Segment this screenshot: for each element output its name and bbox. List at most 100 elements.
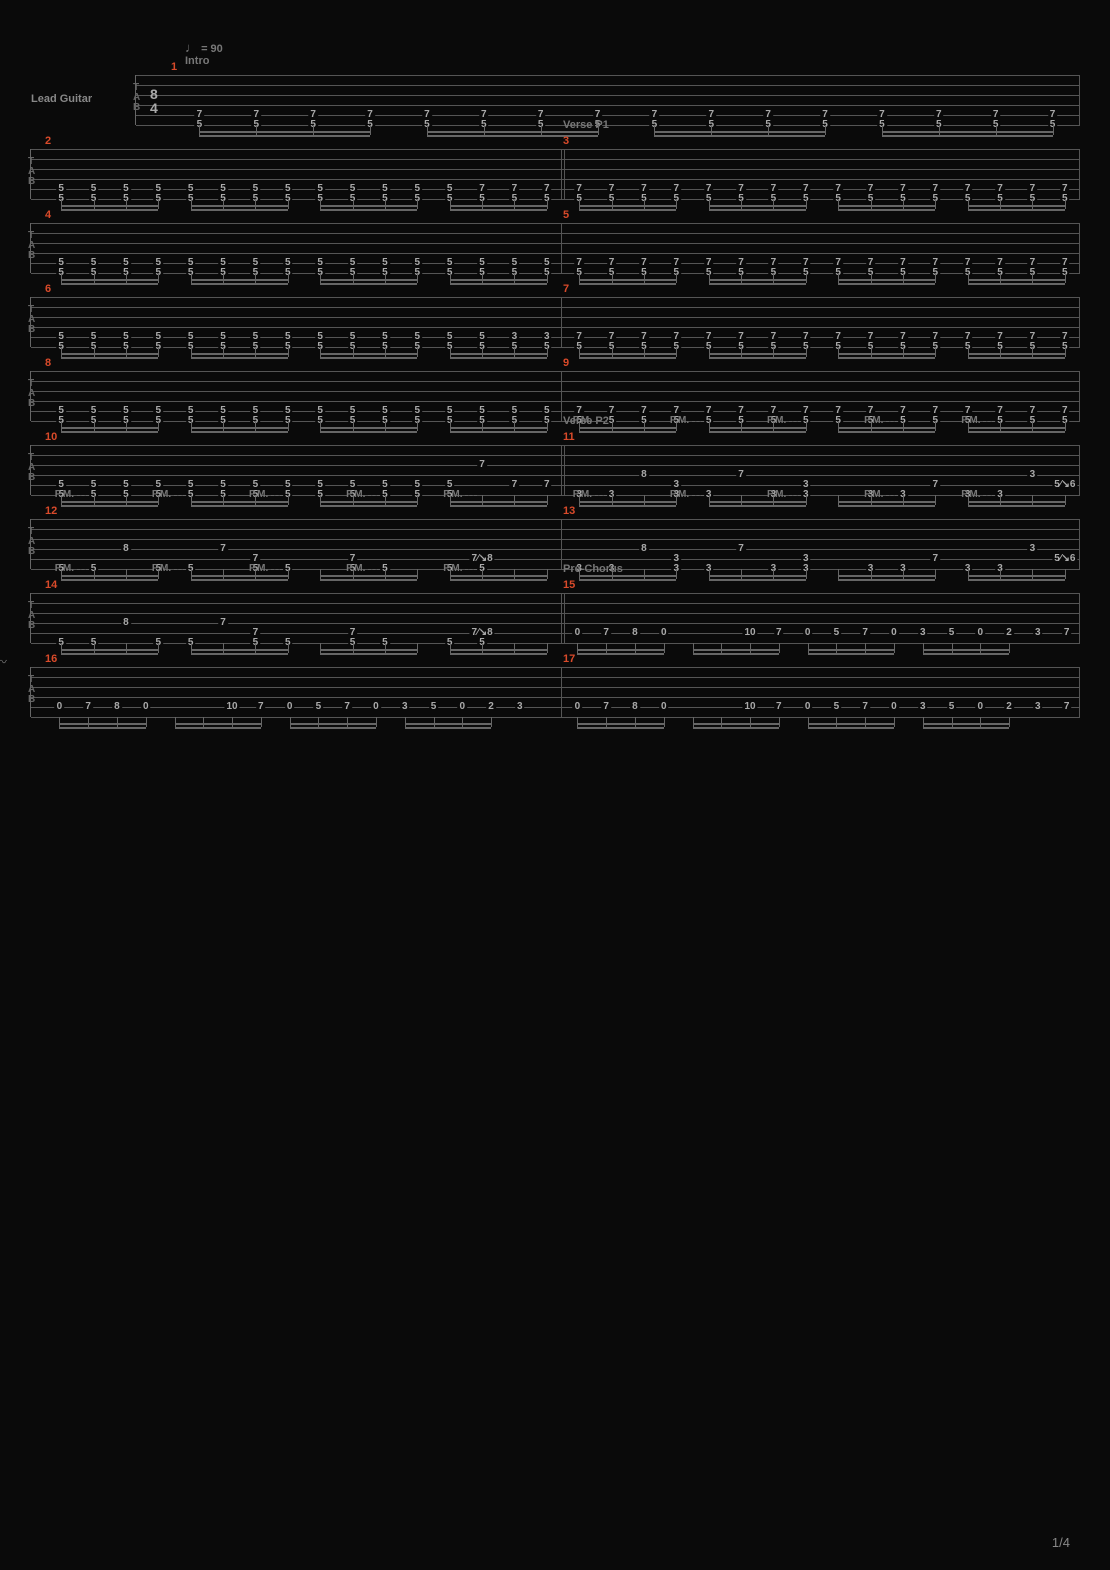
staff-system: TAB16〰〰〰07801070570350231707801070570350… <box>30 667 1080 717</box>
barline <box>561 445 562 495</box>
tab-note: 0 <box>975 702 985 712</box>
tab-clef: TAB <box>28 157 35 187</box>
tempo-marking: ♩ = 90 <box>185 40 1080 55</box>
staff-system: TAB4555555555555555555555555555555555777… <box>30 223 1080 273</box>
tab-note: 8 <box>121 544 131 554</box>
tab-note: 3 <box>1033 628 1043 638</box>
palm-mute-marking: P.M. <box>961 489 980 500</box>
beam-group <box>31 723 1080 741</box>
palm-mute-marking: P.M. <box>152 489 171 500</box>
tab-note: 8 <box>112 702 122 712</box>
tab-note: 7 <box>218 618 228 628</box>
tab-note: 7 <box>931 554 941 564</box>
barline <box>1079 223 1080 273</box>
staff-system: TAB6555555555555553355555555555555557777… <box>30 297 1080 347</box>
tab-note: 7 <box>83 702 93 712</box>
tab-note: 0 <box>803 702 813 712</box>
tab-note: 0 <box>803 628 813 638</box>
barline <box>1079 149 1080 199</box>
tab-note: 5 <box>947 628 957 638</box>
tab-note: 5⁄↘6 <box>1052 554 1077 564</box>
tab-note: 0 <box>573 628 583 638</box>
tab-clef: TAB <box>28 305 35 335</box>
vibrato-marking: 〰〰〰 <box>0 653 5 670</box>
barline <box>561 223 562 273</box>
palm-mute-marking: P.M. <box>573 415 592 426</box>
tab-note: 0 <box>659 628 669 638</box>
tab-note: 3 <box>1028 544 1038 554</box>
bar-number: 3 <box>563 135 569 147</box>
tab-note: 10 <box>742 702 757 712</box>
bar-number: 4 <box>45 209 51 221</box>
tab-clef: TAB <box>28 675 35 705</box>
instrument-label: Lead Guitar <box>31 93 92 105</box>
beam-group <box>31 205 1080 223</box>
section-label: Verse P1 <box>563 119 609 131</box>
tab-note: 7 <box>477 460 487 470</box>
tab-note: 7 <box>860 628 870 638</box>
staff-system: TAB2555555555555577755555555555555553Ver… <box>30 149 1080 199</box>
palm-mute-marking: P.M. <box>573 489 592 500</box>
staff-system: TAB8555555555555555555555555555555559777… <box>30 371 1080 421</box>
tab-note: 0 <box>285 702 295 712</box>
tab-note: 7 <box>736 470 746 480</box>
palm-mute-marking: P.M. <box>961 415 980 426</box>
tab-note: 7 <box>860 702 870 712</box>
palm-mute-marking: P.M. <box>670 489 689 500</box>
beam-group <box>136 131 1080 149</box>
tab-note: 0 <box>659 702 669 712</box>
tab-note: 8 <box>639 544 649 554</box>
palm-mute-marking: P.M. <box>767 415 786 426</box>
barline <box>561 371 562 421</box>
bar-number: 7 <box>563 283 569 295</box>
bar-number: 1 <box>171 61 177 73</box>
tab-note: 0 <box>141 702 151 712</box>
bar-number: 10 <box>45 431 57 443</box>
tab-note: 8 <box>639 470 649 480</box>
section-label: Pre-Chorus <box>563 563 623 575</box>
beam-group <box>31 427 1080 445</box>
tab-clef: TAB <box>28 453 35 483</box>
systems-container: TABLead Guitar84177777777777777775555555… <box>30 75 1080 717</box>
bar-number: 15 <box>563 579 575 591</box>
tab-note: 3 <box>400 702 410 712</box>
tab-note: 5 <box>832 628 842 638</box>
tab-note: 3 <box>1033 702 1043 712</box>
bar-number: 12 <box>45 505 57 517</box>
tab-note: 5 <box>314 702 324 712</box>
beam-group <box>31 649 1080 667</box>
tab-note: 2 <box>1004 702 1014 712</box>
tab-note: 7 <box>601 628 611 638</box>
tab-note: 0 <box>975 628 985 638</box>
tab-note: 7 <box>1062 628 1072 638</box>
tab-note: 7 <box>774 702 784 712</box>
tab-note: 0 <box>457 702 467 712</box>
tab-page: ♩ = 90 Intro TABLead Guitar8417777777777… <box>0 0 1110 771</box>
tab-clef: TAB <box>28 379 35 409</box>
barline <box>1079 75 1080 125</box>
barline <box>561 593 562 643</box>
bar-number: 13 <box>563 505 575 517</box>
palm-mute-marking: P.M. <box>670 415 689 426</box>
bar-number: 2 <box>45 135 51 147</box>
barline <box>561 519 562 569</box>
tab-note: 7 <box>342 702 352 712</box>
tab-note: 3 <box>1028 470 1038 480</box>
barline <box>1079 593 1080 643</box>
tab-note: 7 <box>1062 702 1072 712</box>
tab-note: 2 <box>1004 628 1014 638</box>
tab-note: 5 <box>429 702 439 712</box>
tab-note: 7 <box>218 544 228 554</box>
beam-group <box>31 353 1080 371</box>
bar-number: 5 <box>563 209 569 221</box>
tab-clef: TAB <box>133 83 140 113</box>
palm-mute-marking: P.M. <box>249 489 268 500</box>
barline <box>1079 371 1080 421</box>
bar-number: 9 <box>563 357 569 369</box>
palm-mute-marking: P.M. <box>55 489 74 500</box>
staff-lines: TAB8555555555555555555555555555555559777… <box>30 371 1080 421</box>
time-signature: 84 <box>150 87 158 115</box>
bar-number: 14 <box>45 579 57 591</box>
tab-note: 7 <box>256 702 266 712</box>
staff-lines: TAB4555555555555555555555555555555555777… <box>30 223 1080 273</box>
